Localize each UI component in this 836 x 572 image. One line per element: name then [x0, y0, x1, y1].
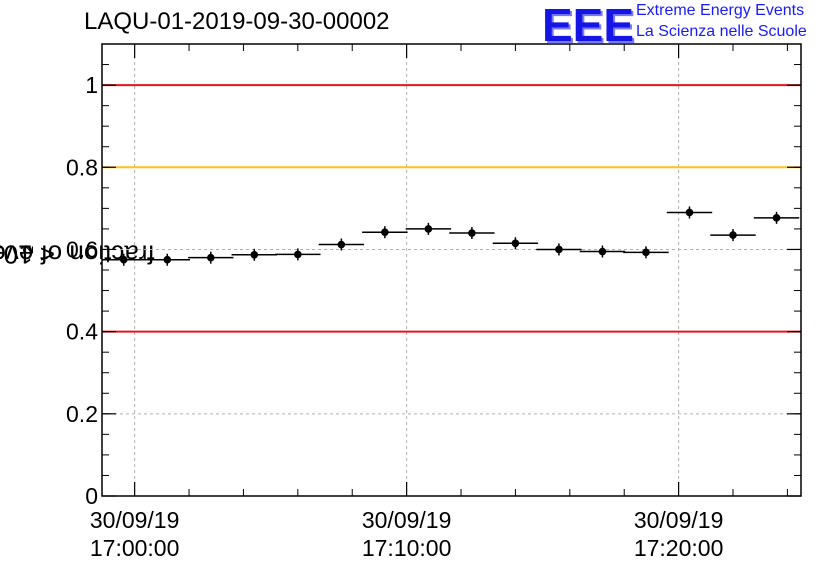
- y-tick-label-1: 0.2: [66, 401, 98, 427]
- y-tick-label-3: 0.6: [66, 236, 98, 262]
- x-tick-label-date-1: 30/09/19: [362, 507, 452, 533]
- data-point-1: [163, 255, 172, 264]
- data-point-3: [250, 250, 259, 259]
- y-tick-label-5: 1: [85, 72, 98, 98]
- data-point-15: [772, 214, 781, 222]
- data-point-14: [729, 231, 737, 239]
- data-point-8: [468, 229, 476, 237]
- data-point-5: [337, 240, 346, 249]
- data-point-6: [381, 228, 389, 236]
- x-tick-label-time-2: 17:20:00: [634, 535, 724, 561]
- x-tick-label-time-1: 17:10:00: [362, 535, 452, 561]
- plot-frame: [101, 43, 802, 497]
- x-tick-label-time-0: 17:00:00: [90, 535, 180, 561]
- data-point-9: [511, 239, 520, 248]
- logo-text-line-2: La Scienza nelle Scuole: [636, 23, 807, 40]
- x-tick-label-date-2: 30/09/19: [634, 507, 724, 533]
- data-point-11: [598, 247, 607, 256]
- data-point-2: [206, 253, 215, 262]
- logo-text-line-1: Extreme Energy Events: [636, 2, 805, 19]
- chart-title: LAQU-01-2019-09-30-00002: [84, 8, 390, 35]
- y-tick-label-2: 0.4: [66, 319, 98, 345]
- data-point-4: [294, 250, 302, 259]
- y-tick-label-0: 0: [85, 483, 98, 509]
- x-tick-label-date-0: 30/09/19: [90, 507, 180, 533]
- data-point-12: [642, 248, 650, 257]
- data-point-0: [119, 255, 128, 264]
- data-point-7: [424, 225, 433, 233]
- eee-logo: EEE: [542, 0, 635, 51]
- y-tick-label-4: 0.8: [66, 154, 98, 180]
- data-point-10: [555, 245, 563, 254]
- data-point-13: [685, 208, 694, 217]
